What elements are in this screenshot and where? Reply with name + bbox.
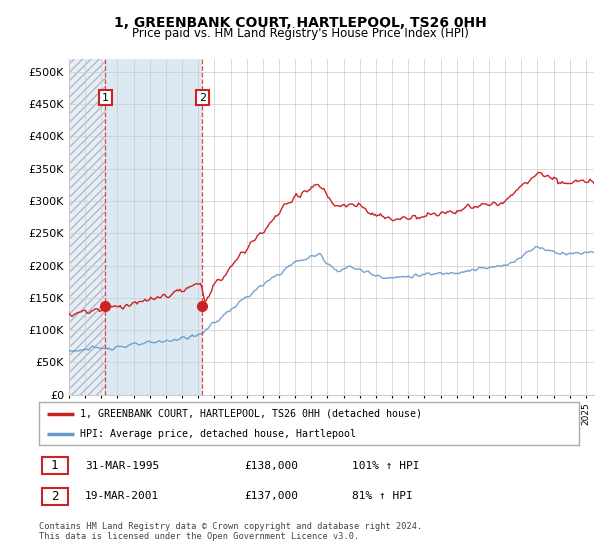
Text: 81% ↑ HPI: 81% ↑ HPI (352, 492, 413, 502)
Text: £138,000: £138,000 (244, 460, 298, 470)
Text: 1: 1 (102, 92, 109, 102)
Bar (42, 457, 68, 474)
Text: 1, GREENBANK COURT, HARTLEPOOL, TS26 0HH: 1, GREENBANK COURT, HARTLEPOOL, TS26 0HH (113, 16, 487, 30)
Text: HPI: Average price, detached house, Hartlepool: HPI: Average price, detached house, Hart… (79, 430, 355, 439)
Text: 101% ↑ HPI: 101% ↑ HPI (352, 460, 420, 470)
Text: Contains HM Land Registry data © Crown copyright and database right 2024.
This d: Contains HM Land Registry data © Crown c… (39, 522, 422, 542)
Text: 19-MAR-2001: 19-MAR-2001 (85, 492, 159, 502)
Bar (69, 59, 106, 395)
Text: 2: 2 (199, 92, 206, 102)
Bar (106, 59, 202, 395)
Text: 31-MAR-1995: 31-MAR-1995 (85, 460, 159, 470)
Text: 1: 1 (51, 459, 58, 472)
Text: 2: 2 (51, 490, 58, 503)
Text: £137,000: £137,000 (244, 492, 298, 502)
Text: Price paid vs. HM Land Registry's House Price Index (HPI): Price paid vs. HM Land Registry's House … (131, 27, 469, 40)
Bar (42, 488, 68, 505)
Text: 1, GREENBANK COURT, HARTLEPOOL, TS26 0HH (detached house): 1, GREENBANK COURT, HARTLEPOOL, TS26 0HH… (79, 409, 421, 419)
